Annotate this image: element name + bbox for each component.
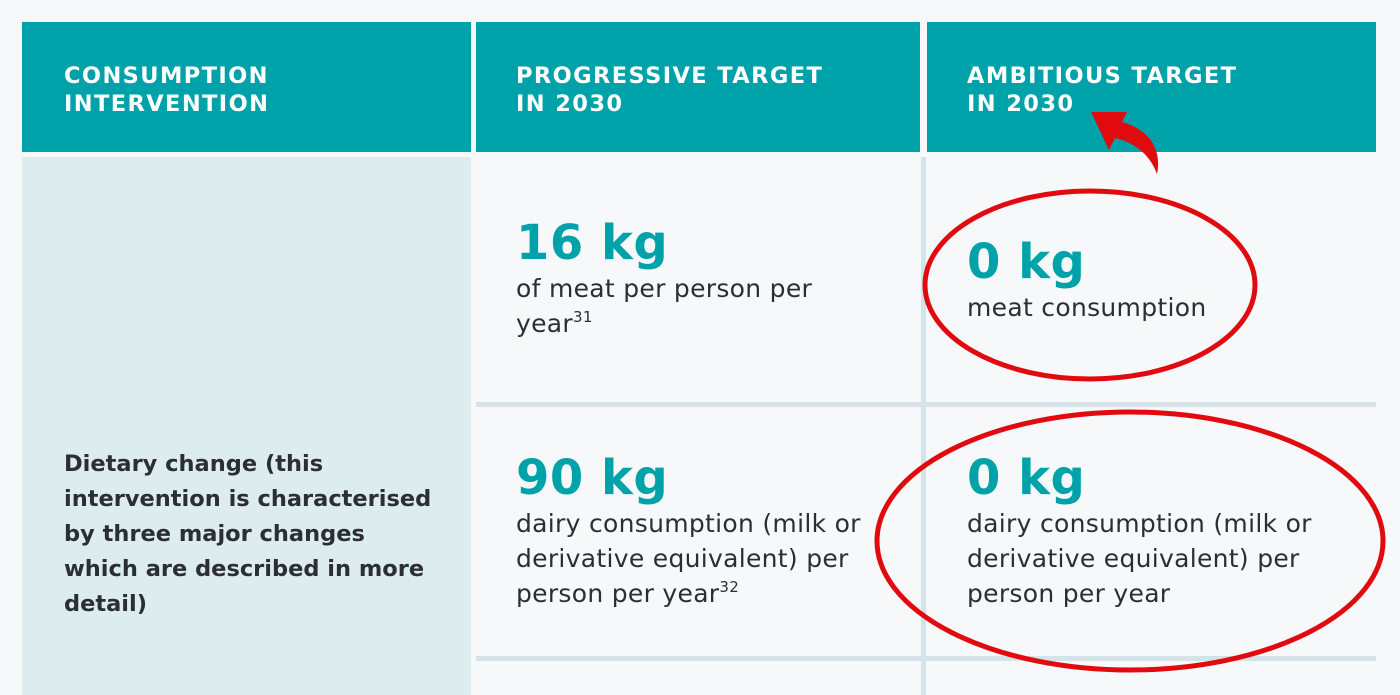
target-description: dairy consumption (milk or derivative eq…: [967, 509, 1312, 608]
row2-progressive-cell: 90 kg dairy consumption (milk or derivat…: [516, 450, 896, 611]
intervention-description: Dietary change (this intervention is cha…: [64, 451, 432, 617]
target-value: 0 kg: [967, 234, 1086, 290]
row1-ambitious-cell: 0 kg meat consumption: [967, 234, 1347, 325]
header-ambitious-target: AMBITIOUS TARGET IN 2030: [927, 22, 1376, 152]
target-text: of meat per person per year: [516, 274, 813, 338]
column-divider: [921, 157, 926, 695]
header-progressive-target: PROGRESSIVE TARGET IN 2030: [476, 22, 920, 152]
row-divider: [476, 656, 1376, 661]
target-value: 0 kg: [967, 450, 1086, 506]
footnote-ref[interactable]: 32: [719, 578, 740, 596]
header-line: INTERVENTION: [64, 91, 270, 117]
row2-ambitious-cell: 0 kg dairy consumption (milk or derivati…: [967, 450, 1347, 611]
footnote-ref[interactable]: 31: [572, 308, 593, 326]
target-text: dairy consumption (milk or derivative eq…: [516, 509, 861, 608]
intervention-cell: Dietary change (this intervention is cha…: [22, 157, 471, 695]
row1-progressive-cell: 16 kg of meat per person per year31: [516, 215, 896, 341]
target-description: of meat per person per year31: [516, 271, 896, 341]
header-line: IN 2030: [967, 91, 1075, 117]
target-description: meat consumption: [967, 293, 1207, 322]
target-value: 16 kg: [516, 215, 669, 271]
header-line: CONSUMPTION: [64, 63, 269, 89]
target-value: 90 kg: [516, 450, 669, 506]
header-line: IN 2030: [516, 91, 624, 117]
target-description: dairy consumption (milk or derivative eq…: [516, 506, 896, 611]
header-line: AMBITIOUS TARGET: [967, 63, 1238, 89]
row-divider: [476, 402, 1376, 407]
header-consumption-intervention: CONSUMPTION INTERVENTION: [22, 22, 471, 152]
header-line: PROGRESSIVE TARGET: [516, 63, 824, 89]
